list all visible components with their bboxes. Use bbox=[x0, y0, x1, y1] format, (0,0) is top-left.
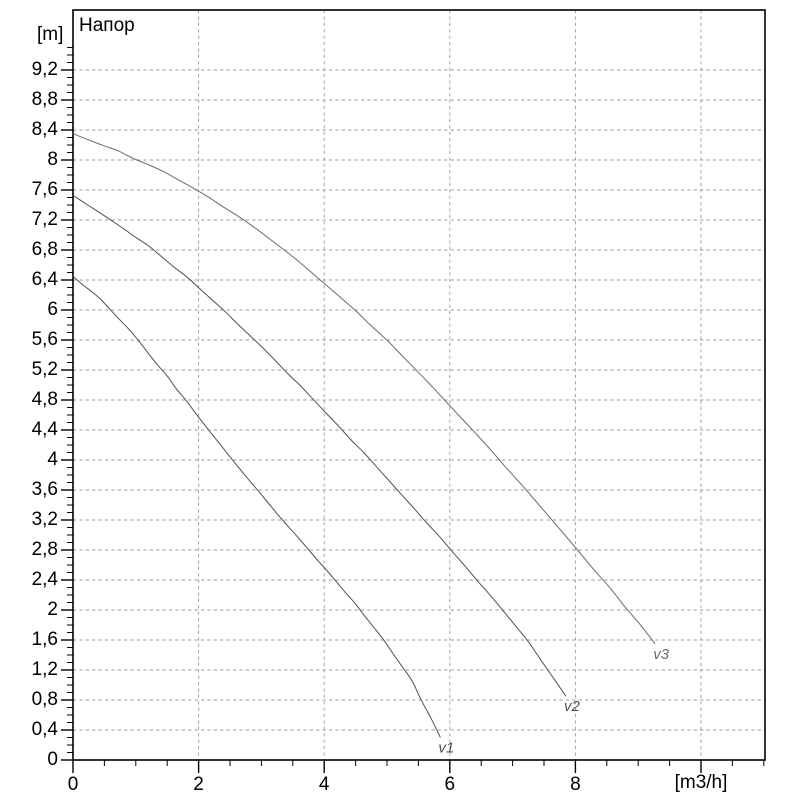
svg-text:v2: v2 bbox=[564, 698, 581, 715]
svg-text:8: 8 bbox=[570, 774, 581, 795]
svg-text:0: 0 bbox=[68, 774, 79, 795]
svg-text:3,6: 3,6 bbox=[32, 479, 58, 500]
svg-text:7,2: 7,2 bbox=[32, 209, 58, 230]
svg-text:7,6: 7,6 bbox=[32, 179, 58, 200]
svg-text:6,4: 6,4 bbox=[32, 269, 59, 290]
svg-text:v1: v1 bbox=[438, 740, 454, 757]
svg-text:1,2: 1,2 bbox=[32, 659, 58, 680]
svg-text:4,8: 4,8 bbox=[32, 389, 58, 410]
svg-text:8,8: 8,8 bbox=[32, 89, 58, 110]
svg-text:4: 4 bbox=[319, 774, 330, 795]
svg-text:9,2: 9,2 bbox=[32, 59, 58, 80]
svg-text:[m3/h]: [m3/h] bbox=[675, 772, 728, 793]
svg-text:1,6: 1,6 bbox=[32, 629, 58, 650]
svg-text:0: 0 bbox=[47, 749, 58, 770]
svg-text:3,2: 3,2 bbox=[32, 509, 58, 530]
svg-text:4: 4 bbox=[47, 449, 58, 470]
svg-text:6: 6 bbox=[445, 774, 456, 795]
svg-text:5,6: 5,6 bbox=[32, 329, 58, 350]
svg-text:6,8: 6,8 bbox=[32, 239, 58, 260]
svg-text:4,4: 4,4 bbox=[32, 419, 59, 440]
svg-text:2: 2 bbox=[47, 599, 58, 620]
svg-text:8: 8 bbox=[47, 149, 58, 170]
svg-text:5,2: 5,2 bbox=[32, 359, 58, 380]
svg-text:6: 6 bbox=[47, 299, 58, 320]
svg-text:0,8: 0,8 bbox=[32, 689, 58, 710]
svg-text:v3: v3 bbox=[653, 646, 670, 663]
svg-text:2: 2 bbox=[193, 774, 204, 795]
svg-text:2,8: 2,8 bbox=[32, 539, 58, 560]
svg-text:0,4: 0,4 bbox=[32, 719, 59, 740]
svg-text:[m]: [m] bbox=[37, 24, 63, 45]
svg-text:8,4: 8,4 bbox=[32, 119, 59, 140]
svg-text:Напор: Напор bbox=[79, 15, 135, 36]
svg-text:2,4: 2,4 bbox=[32, 569, 59, 590]
